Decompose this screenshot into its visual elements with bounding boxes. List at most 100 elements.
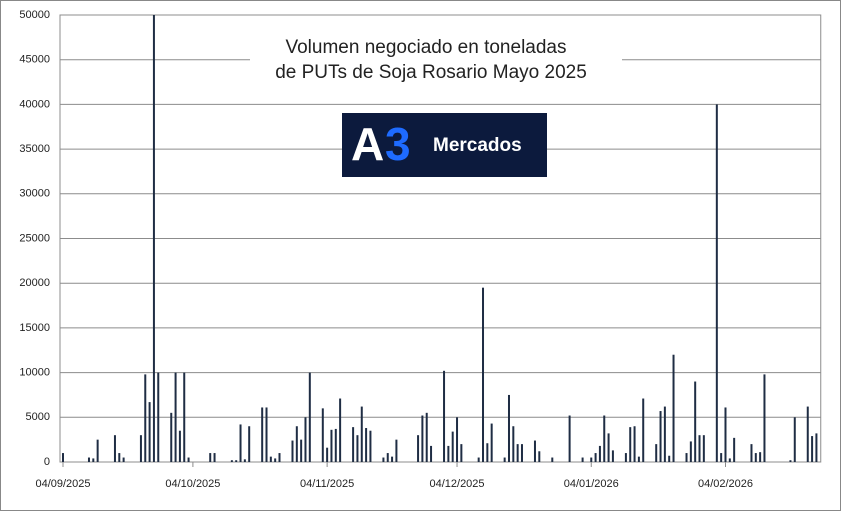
bar — [581, 457, 584, 462]
bar — [663, 406, 666, 462]
bar — [174, 372, 177, 462]
bar — [334, 428, 337, 462]
bar — [269, 456, 272, 462]
bar — [187, 457, 190, 462]
bar — [598, 445, 601, 462]
bar — [694, 381, 697, 462]
bar — [689, 441, 692, 462]
bar — [278, 453, 281, 462]
bar — [239, 424, 242, 462]
x-tick-label: 04/11/2025 — [300, 478, 354, 490]
y-tick-label: 40000 — [19, 98, 50, 110]
bar — [308, 372, 311, 462]
bar — [603, 415, 606, 462]
bar — [538, 451, 541, 462]
bar — [642, 398, 645, 462]
bar — [568, 415, 571, 462]
bar — [96, 439, 99, 462]
bar — [369, 430, 372, 462]
logo-background — [342, 113, 547, 177]
bar — [793, 417, 796, 462]
bar — [520, 444, 523, 462]
bar — [763, 374, 766, 462]
bar — [443, 370, 446, 462]
y-tick-label: 10000 — [19, 367, 50, 379]
bar — [235, 460, 238, 462]
bar — [152, 15, 155, 462]
bar — [533, 440, 536, 462]
bar — [356, 435, 359, 462]
bar — [265, 407, 268, 462]
bar — [391, 456, 394, 462]
bar — [230, 460, 233, 462]
chart-title: Volumen negociado en toneladas — [285, 37, 566, 58]
bar — [330, 429, 333, 462]
bar — [183, 372, 186, 462]
plot-area: 0 5000 10000 15000 20000 25000 30000 35000 40000… — [19, 9, 822, 490]
bar — [339, 398, 342, 462]
bar — [451, 431, 454, 462]
bar — [759, 452, 762, 462]
bar — [295, 426, 298, 462]
bar — [754, 453, 757, 462]
bar — [178, 430, 181, 462]
bar — [321, 408, 324, 462]
bar — [724, 407, 727, 462]
bar — [503, 457, 506, 462]
bar — [425, 412, 428, 462]
bar — [815, 433, 818, 462]
bar — [430, 445, 433, 462]
bar — [507, 394, 510, 462]
y-tick-label: 15000 — [19, 322, 50, 334]
bar — [733, 437, 736, 462]
bar — [304, 417, 307, 462]
bar — [624, 453, 627, 462]
bar — [87, 457, 90, 462]
y-tick-label: 25000 — [19, 232, 50, 244]
y-tick-label: 45000 — [19, 54, 50, 66]
bar — [482, 287, 485, 462]
x-tick-label: 04/01/2026 — [564, 478, 619, 490]
bar — [352, 427, 355, 462]
bar — [516, 444, 519, 462]
bar — [248, 426, 251, 462]
bar — [594, 453, 597, 462]
bar — [806, 406, 809, 462]
chart-title: de PUTs de Soja Rosario Mayo 2025 — [275, 62, 587, 83]
bar — [668, 455, 671, 462]
bar — [144, 374, 147, 462]
bar — [551, 457, 554, 462]
x-tick-label: 04/09/2025 — [35, 478, 90, 490]
title-background — [250, 32, 622, 87]
bar — [512, 426, 515, 462]
bar — [720, 453, 723, 462]
bar — [659, 411, 662, 462]
bar — [629, 427, 632, 462]
bar — [365, 428, 368, 462]
logo-digit: 3 — [385, 118, 411, 170]
bar — [148, 402, 151, 462]
bar — [702, 435, 705, 462]
x-tick-label: 04/02/2026 — [698, 478, 753, 490]
bar — [122, 457, 125, 462]
bar — [139, 435, 142, 462]
bar — [382, 457, 385, 462]
bar — [300, 439, 303, 462]
bar — [633, 426, 636, 462]
bar — [637, 456, 640, 462]
bar — [395, 439, 398, 462]
bar — [261, 407, 264, 462]
bar — [62, 453, 64, 462]
bar — [460, 444, 463, 462]
logo-letter: A — [351, 118, 384, 170]
y-tick-label: 30000 — [19, 188, 50, 200]
bar — [118, 453, 121, 462]
bar — [326, 447, 329, 462]
bar — [170, 412, 173, 462]
bar — [243, 459, 246, 462]
bar — [715, 104, 718, 463]
bar — [750, 444, 753, 462]
bar — [477, 457, 480, 462]
bar — [456, 417, 459, 462]
